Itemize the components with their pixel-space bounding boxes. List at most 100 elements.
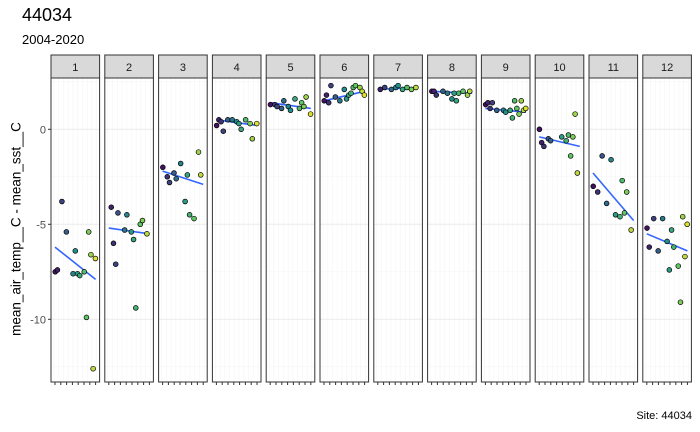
data-point: [558, 134, 565, 140]
data-point: [195, 149, 202, 155]
data-point: [254, 120, 260, 127]
data-point: [603, 200, 610, 207]
panel-background: [158, 78, 208, 382]
facet-strip-label: 2: [126, 62, 132, 74]
caption: Site: 44034: [636, 410, 692, 422]
facet-panel-8: 8: [427, 54, 477, 385]
facet-strip-label: 3: [180, 62, 186, 74]
facet-panel-1: 1: [50, 54, 101, 385]
facet-strip: [319, 54, 370, 79]
y-tick-label: -10: [30, 314, 46, 326]
panel-background: [51, 78, 100, 382]
facet-panel-7: 7: [373, 54, 423, 385]
data-point: [267, 101, 274, 108]
data-point: [361, 92, 368, 98]
data-point: [455, 90, 462, 96]
data-point: [433, 92, 440, 98]
data-point: [307, 111, 314, 117]
data-point: [381, 84, 388, 91]
data-point: [494, 107, 500, 114]
data-point: [281, 98, 287, 104]
facet-panel-9: 9: [480, 54, 531, 385]
data-point: [570, 134, 576, 140]
y-tick-label: 0: [40, 124, 46, 136]
facet-strip-label: 11: [608, 62, 619, 74]
data-point: [166, 179, 173, 186]
facet-panel-4: 4: [211, 54, 262, 385]
data-point: [449, 96, 455, 102]
facet-strip-label: 1: [72, 62, 78, 74]
data-point: [144, 231, 150, 237]
data-point: [115, 210, 121, 216]
data-point: [536, 126, 543, 133]
data-point: [92, 255, 99, 262]
facet-panel-3: 3: [158, 54, 208, 385]
data-point: [489, 99, 496, 106]
facet-panel-5: 5: [265, 54, 316, 385]
facet-panel-12: 12: [642, 54, 692, 385]
data-point: [677, 299, 684, 305]
facet-strip: [373, 54, 423, 79]
data-point: [72, 248, 79, 254]
data-point: [184, 172, 191, 178]
data-point: [675, 263, 681, 269]
data-point: [563, 137, 569, 144]
panel-background: [373, 78, 423, 382]
data-point: [679, 213, 686, 220]
data-point: [238, 126, 244, 133]
data-point: [518, 98, 525, 104]
data-point: [247, 120, 253, 127]
data-point: [90, 365, 96, 372]
data-point: [173, 175, 179, 182]
data-point: [88, 251, 94, 258]
facet-strip: [427, 54, 477, 79]
facet-strip-label: 8: [449, 62, 455, 74]
data-point: [565, 132, 572, 138]
data-point: [70, 270, 76, 277]
panel-background: [481, 78, 530, 382]
data-point: [440, 88, 446, 95]
data-point: [301, 103, 307, 110]
panel-background: [535, 78, 584, 382]
facet-strip-label: 4: [234, 62, 240, 74]
data-point: [83, 314, 90, 321]
facet-panel-2: 2: [104, 54, 154, 385]
data-point: [511, 98, 518, 104]
data-point: [684, 221, 690, 228]
data-point: [54, 267, 61, 273]
facet-strip-label: 7: [395, 62, 401, 74]
data-point: [292, 96, 298, 102]
data-point: [112, 261, 119, 267]
data-point: [444, 90, 451, 96]
facet-strip: [588, 54, 639, 79]
data-point: [623, 189, 630, 195]
data-point: [523, 105, 529, 112]
panel-background: [642, 78, 692, 382]
data-point: [659, 215, 666, 222]
facet-strip: [480, 54, 531, 79]
data-point: [502, 109, 509, 115]
data-point: [516, 111, 522, 117]
facet-strip: [104, 54, 154, 79]
trend-line: [323, 90, 365, 102]
data-point: [404, 84, 410, 91]
facet-strip: [50, 54, 101, 79]
chart-subtitle: 2004-2020: [22, 32, 85, 47]
data-point: [621, 210, 628, 216]
facet-strip-label: 10: [553, 62, 565, 74]
facet-strip-label: 12: [661, 62, 673, 74]
data-point: [328, 82, 334, 89]
data-point: [352, 82, 359, 89]
data-point: [487, 105, 493, 112]
data-point: [664, 238, 670, 245]
facet-strip: [158, 54, 208, 79]
data-point: [236, 120, 242, 127]
facet-panel-6: 6: [319, 54, 370, 385]
data-point: [399, 86, 406, 93]
data-point: [485, 99, 491, 106]
data-point: [303, 94, 309, 100]
data-point: [171, 170, 177, 176]
data-point: [130, 236, 137, 243]
data-point: [220, 128, 227, 134]
data-point: [160, 164, 166, 171]
